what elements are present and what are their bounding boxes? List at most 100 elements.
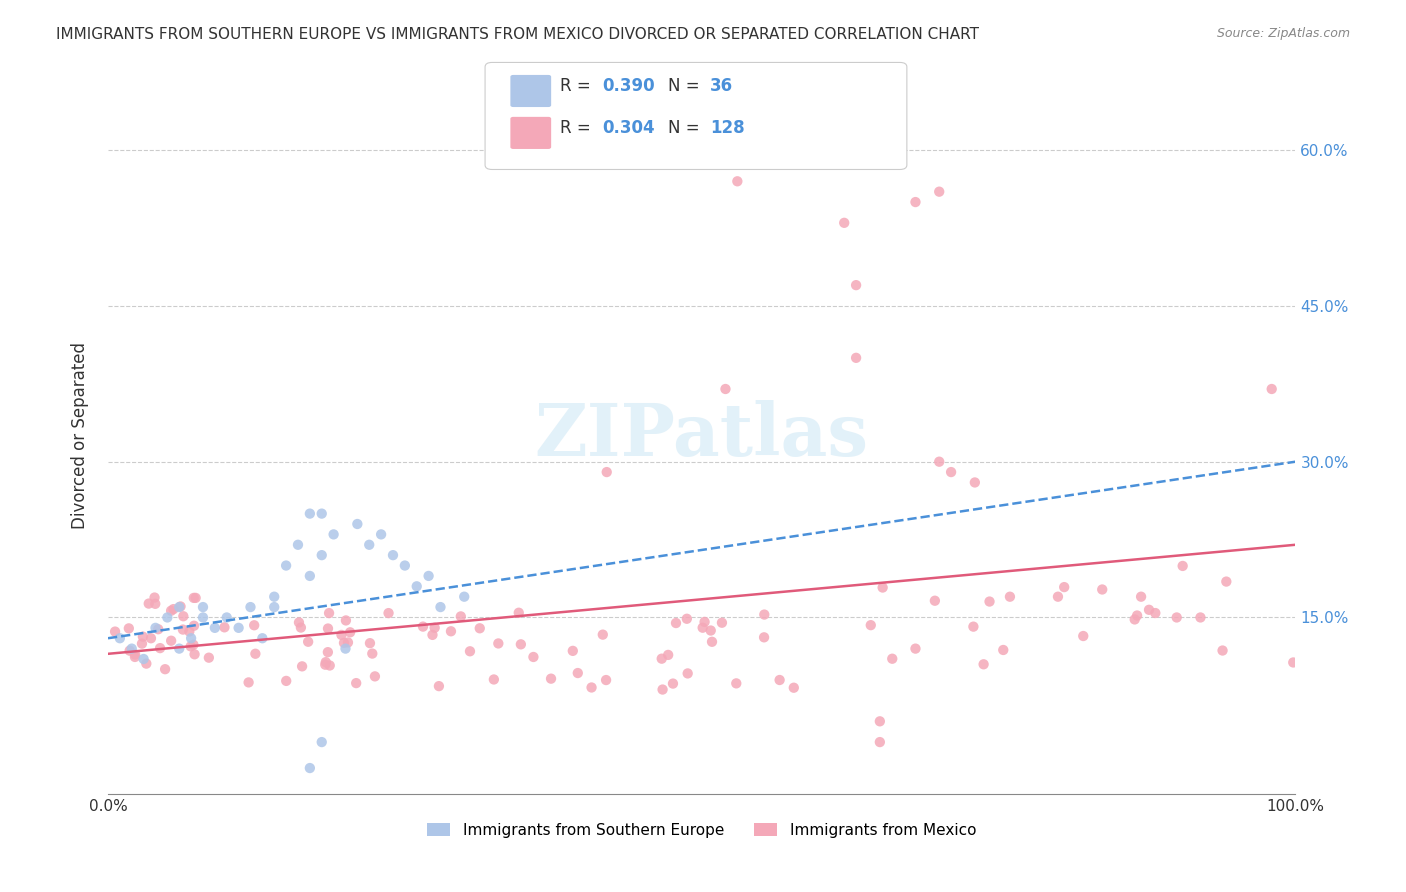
Text: 0.304: 0.304 [602, 119, 654, 136]
Point [1126, 608, 1149, 623]
Point [422, 628, 444, 642]
Point [346, 516, 368, 531]
Point [191, 610, 214, 624]
Point [1212, 643, 1234, 657]
Point [291, 659, 314, 673]
Point [440, 624, 463, 639]
Point [752, 630, 775, 644]
Point [939, 465, 962, 479]
Point [581, 681, 603, 695]
Point [993, 643, 1015, 657]
Point [973, 657, 995, 672]
Point [1137, 603, 1160, 617]
Point [405, 579, 427, 593]
Point [869, 735, 891, 749]
Point [1091, 582, 1114, 597]
Point [316, 645, 339, 659]
Point [104, 624, 127, 639]
Point [333, 636, 356, 650]
Point [145, 621, 167, 635]
Point [298, 507, 321, 521]
Point [298, 761, 321, 775]
Point [1189, 610, 1212, 624]
Point [662, 676, 685, 690]
Point [167, 641, 190, 656]
Point [138, 597, 160, 611]
Point [998, 590, 1021, 604]
Point [263, 600, 285, 615]
Point [869, 714, 891, 729]
Point [651, 651, 673, 665]
Point [651, 682, 673, 697]
Point [276, 673, 298, 688]
Point [243, 618, 266, 632]
Point [1144, 606, 1167, 620]
Point [1260, 382, 1282, 396]
Point [143, 597, 166, 611]
Point [139, 632, 162, 646]
Point [172, 609, 194, 624]
Point [118, 621, 141, 635]
Point [845, 351, 868, 365]
Point [676, 612, 699, 626]
Point [427, 679, 450, 693]
Point [238, 675, 260, 690]
Point [160, 633, 183, 648]
Point [725, 676, 748, 690]
Text: ZIPatlas: ZIPatlas [534, 401, 869, 471]
Point [1166, 610, 1188, 624]
Point [700, 624, 723, 638]
Point [184, 591, 207, 605]
Point [928, 185, 950, 199]
Point [692, 621, 714, 635]
Text: 36: 36 [710, 77, 733, 95]
Point [183, 638, 205, 652]
Point [859, 618, 882, 632]
Point [198, 650, 221, 665]
Point [468, 621, 491, 635]
Point [592, 627, 614, 641]
Point [700, 634, 723, 648]
Point [979, 594, 1001, 608]
Point [263, 590, 285, 604]
Point [153, 662, 176, 676]
Point [287, 538, 309, 552]
Point [359, 538, 381, 552]
Point [314, 657, 336, 672]
Point [180, 632, 202, 646]
Point [245, 647, 267, 661]
Point [928, 455, 950, 469]
Point [904, 641, 927, 656]
Point [423, 621, 446, 635]
Point [204, 621, 226, 635]
Point [228, 621, 250, 635]
Point [135, 657, 157, 671]
Point [290, 621, 312, 635]
Point [149, 641, 172, 656]
Point [1215, 574, 1237, 589]
Point [458, 644, 481, 658]
Point [274, 558, 297, 573]
Point [315, 655, 337, 669]
Point [319, 658, 342, 673]
Point [382, 548, 405, 562]
Point [665, 615, 688, 630]
Point [132, 630, 155, 644]
Point [167, 600, 190, 615]
Point [361, 647, 384, 661]
Point [904, 195, 927, 210]
Text: N =: N = [668, 119, 704, 136]
Point [522, 650, 544, 665]
Point [311, 507, 333, 521]
Text: R =: R = [560, 119, 596, 136]
Point [121, 641, 143, 656]
Point [754, 607, 776, 622]
Point [450, 609, 472, 624]
Point [1130, 590, 1153, 604]
Point [768, 673, 790, 687]
Point [191, 600, 214, 615]
Point [1282, 656, 1305, 670]
Point [693, 615, 716, 629]
Point [311, 548, 333, 562]
Point [169, 599, 191, 614]
